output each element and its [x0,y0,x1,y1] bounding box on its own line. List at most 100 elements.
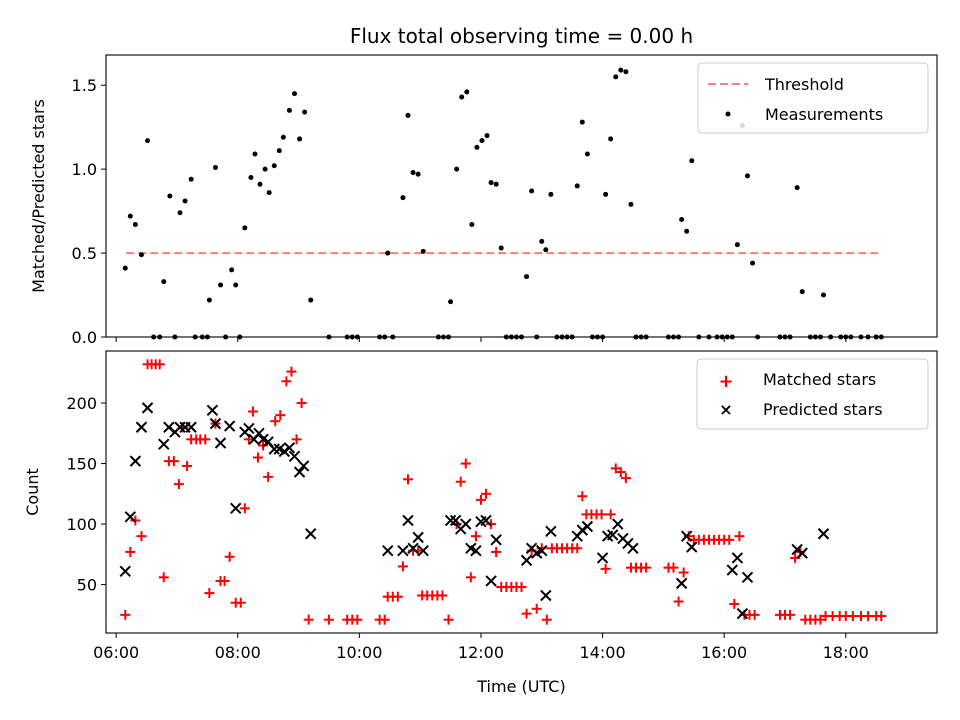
measurement-point [420,248,426,254]
matched-star-point [486,519,497,530]
matched-star-point [437,590,448,601]
matched-star-point [516,582,527,593]
matched-star-point [200,434,211,445]
top-y-tick-label: 1.5 [72,76,97,95]
matched-star-point [876,611,887,622]
measurement-point [252,151,258,157]
matched-star-point [729,598,740,609]
matched-star-point [352,614,363,625]
predicted-marker-b [581,520,594,533]
predicted-marker-b [158,438,170,450]
predicted-star-point [536,544,548,557]
predicted-marker-b [214,437,227,449]
predicted-marker-b [741,571,754,584]
predicted-star-point [545,525,557,538]
matched-star-point [296,398,307,409]
matched-star-point [158,572,169,583]
top-y-tick-label: 0.5 [72,244,97,263]
measurement-point [464,89,470,95]
measurement-point [122,265,128,271]
predicted-marker-b [402,514,414,527]
matched-star-point [239,503,250,514]
predicted-star-point [135,421,148,433]
matched-star-point [620,473,631,484]
predicted-star-point [460,518,472,530]
predicted-star-point [158,438,170,450]
predicted-star-point [141,402,154,414]
matched-star-point [182,460,193,471]
predicted-marker-b [485,575,497,587]
predicted-marker-b [243,422,255,435]
measurement-point [297,136,303,142]
measurement-point [479,138,485,144]
matched-star-point [572,543,583,554]
predicted-marker-b [490,534,502,546]
matched-star-point [173,479,184,490]
matched-star-point [724,534,735,545]
predicted-star-point [124,511,137,523]
top-y-axis-label: Matched/Predicted stars [29,99,48,293]
measurements-legend-label: Measurements [765,105,883,124]
predicted-star-point [278,445,291,458]
predicted-star-point [444,514,457,527]
measurement-point [302,109,308,115]
predicted-marker-b [163,421,175,433]
measurement-point [385,250,391,256]
predicted-star-point [607,529,619,541]
matched-star-point [600,563,611,574]
measurement-point [820,292,826,298]
measurement-point [794,185,800,191]
measurement-point [271,163,277,169]
matched-star-point [253,452,264,463]
x-axis-label: Time (UTC) [476,677,565,696]
predicted-star-point [736,607,749,620]
measurement-point [750,260,756,266]
predicted-marker-b [268,443,280,455]
bottom-axes-frame [105,350,938,634]
measurement-point [280,134,286,140]
predicted-marker-b [288,450,301,463]
top-axes-frame [105,54,938,338]
measurement-point [799,289,805,295]
measurement-point [679,217,685,222]
predicted-marker-b [449,514,462,527]
x-tick-label: 08:00 [215,643,261,662]
matched-star-point [785,609,796,620]
matched-star-point [678,567,689,578]
predicted-marker-b [686,541,698,553]
predicted-star-point [209,417,222,430]
threshold-legend-label: Threshold [764,75,844,94]
predicted-marker-b [465,542,477,554]
predicted-star-point [726,564,738,576]
measurement-point [400,195,406,201]
measurement-point [145,138,151,144]
measurement-point [276,148,282,154]
measurement-point [543,247,549,253]
matched-star-point [815,614,826,625]
predicted-marker-b [726,564,738,576]
x-tick-label: 06:00 [93,643,139,662]
predicted-star-point [686,541,698,553]
x-tick-label: 14:00 [580,643,626,662]
measurement-point [684,228,690,234]
measurement-point [603,191,609,197]
predicted-star-point [293,466,306,478]
predicted-marker-b [253,427,265,440]
predicted-star-point [297,460,310,472]
matched-star-point [120,609,131,620]
predicted-star-point [382,544,394,557]
predicted-star-point [230,502,242,515]
measurement-point [628,201,634,207]
predicted-legend-label: Predicted stars [763,400,883,419]
measurement-point [734,242,740,248]
top-plot-area [122,67,884,340]
predicted-marker-b [796,547,808,559]
measurement-point [524,274,530,280]
predicted-marker-b [297,460,310,472]
predicted-legend-swatch: × [719,400,732,419]
matched-star-point [460,458,471,469]
x-tick-label: 12:00 [458,643,504,662]
x-tick-label: 16:00 [701,643,747,662]
matched-star-point [168,456,179,467]
